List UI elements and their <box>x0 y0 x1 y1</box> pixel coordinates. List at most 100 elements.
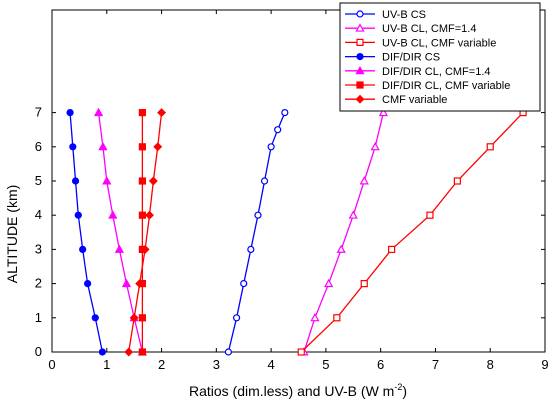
x-tick-label: 1 <box>103 357 110 372</box>
data-point <box>274 126 282 134</box>
data-point <box>254 211 262 219</box>
legend-item: DIF/DIR CL, CMF variable <box>345 80 510 92</box>
data-point <box>310 312 320 322</box>
data-point <box>378 107 389 117</box>
data-point <box>486 143 494 151</box>
legend-label: DIF/DIR CL, CMF variable <box>382 80 510 92</box>
series-line <box>303 112 385 353</box>
legend-label: UV-B CS <box>382 9 426 21</box>
x-tick-label: 6 <box>377 357 384 372</box>
y-axis-title: ALTITUDE (km) <box>4 185 20 284</box>
legend-swatch-marker <box>356 10 364 18</box>
data-point <box>69 143 77 151</box>
series-line <box>128 112 163 353</box>
data-point <box>324 278 334 288</box>
data-point <box>71 177 80 185</box>
data-point <box>157 108 167 118</box>
data-point <box>138 143 146 151</box>
x-tick-label: 0 <box>48 357 55 372</box>
data-point <box>348 210 358 219</box>
legend-swatch-marker <box>356 81 364 89</box>
data-point <box>370 141 380 151</box>
data-point <box>98 141 108 151</box>
y-tick-label: 7 <box>35 105 42 120</box>
x-tick-label: 4 <box>267 357 274 372</box>
series-line <box>69 112 104 353</box>
x-axis-title-main: Ratios (dim.less) and UV-B (W m <box>189 383 394 399</box>
data-point <box>233 314 241 322</box>
data-point <box>281 108 289 117</box>
x-tick-label: 8 <box>487 357 494 372</box>
data-point <box>135 279 145 289</box>
y-tick-label: 6 <box>35 139 42 154</box>
y-tick-label: 1 <box>35 310 42 325</box>
series-3 <box>297 108 527 356</box>
data-point <box>91 314 99 322</box>
data-point <box>426 211 434 219</box>
data-point <box>359 176 369 185</box>
data-point <box>145 210 154 220</box>
data-point <box>453 177 461 185</box>
x-tick-label: 7 <box>432 357 439 372</box>
legend-box <box>339 2 541 112</box>
legend-label: DIF/DIR CS <box>382 52 440 64</box>
data-point <box>138 177 146 185</box>
series-line <box>300 112 524 353</box>
x-axis-title: Ratios (dim.less) and UV-B (W m-2) <box>189 382 407 399</box>
legend-swatch-marker <box>356 52 364 61</box>
series-4 <box>66 108 106 356</box>
y-tick-label: 2 <box>35 276 42 291</box>
legend-item: DIF/DIR CL, CMF=1.4 <box>345 66 491 78</box>
data-point <box>138 108 146 117</box>
data-point <box>140 244 150 254</box>
data-point <box>336 244 346 253</box>
series-7 <box>124 108 167 357</box>
data-point <box>138 211 146 219</box>
data-point <box>74 211 82 219</box>
legend-swatch-marker <box>355 94 365 104</box>
legend-item: UV-B CL, CMF=1.4 <box>345 23 476 35</box>
legend-label: DIF/DIR CL, CMF=1.4 <box>382 66 491 78</box>
data-point <box>121 278 132 288</box>
data-point <box>360 280 368 288</box>
data-point <box>138 314 146 322</box>
x-axis-title-end: ) <box>402 383 407 399</box>
data-point <box>224 348 232 356</box>
y-tick-label: 4 <box>35 207 42 222</box>
data-point <box>138 348 146 356</box>
data-point <box>98 348 106 356</box>
legend-item: UV-B CL, CMF variable <box>345 37 496 49</box>
x-axis-title-sup: -2 <box>394 382 402 392</box>
data-point <box>267 143 275 151</box>
y-tick-label: 3 <box>35 241 42 256</box>
legend-item: DIF/DIR CS <box>345 52 440 64</box>
legend-swatch-marker <box>356 38 364 47</box>
y-tick-label: 5 <box>35 173 42 188</box>
legend-swatch-marker <box>355 65 365 75</box>
data-point <box>102 176 112 185</box>
data-point <box>108 210 118 219</box>
legend-label: UV-B CL, CMF=1.4 <box>382 23 476 35</box>
y-tick-label: 0 <box>35 344 42 359</box>
x-tick-label: 5 <box>322 357 329 372</box>
x-tick-label: 2 <box>158 357 165 372</box>
data-point <box>153 142 163 152</box>
x-tick-label: 3 <box>213 357 220 372</box>
data-point <box>240 280 248 288</box>
tick-labels: 0 1 2 3 4 5 6 7 8 9 0 1 2 3 4 5 6 7 <box>35 105 549 372</box>
data-point <box>388 245 396 253</box>
tick-marks <box>51 10 546 353</box>
data-point <box>260 177 269 185</box>
legend-item: CMF variable <box>345 94 447 106</box>
legend-label: CMF variable <box>382 94 447 106</box>
x-tick-label: 9 <box>541 357 548 372</box>
data-point <box>148 176 158 186</box>
data-point <box>93 107 104 117</box>
data-point <box>114 244 124 253</box>
data-point <box>124 347 134 357</box>
legend-items: UV-B CS UV-B CL, CMF=1.4 UV-B CL, CMF vari… <box>345 9 510 106</box>
series-line <box>97 112 144 353</box>
data-point <box>129 313 139 323</box>
data-point <box>333 314 341 322</box>
